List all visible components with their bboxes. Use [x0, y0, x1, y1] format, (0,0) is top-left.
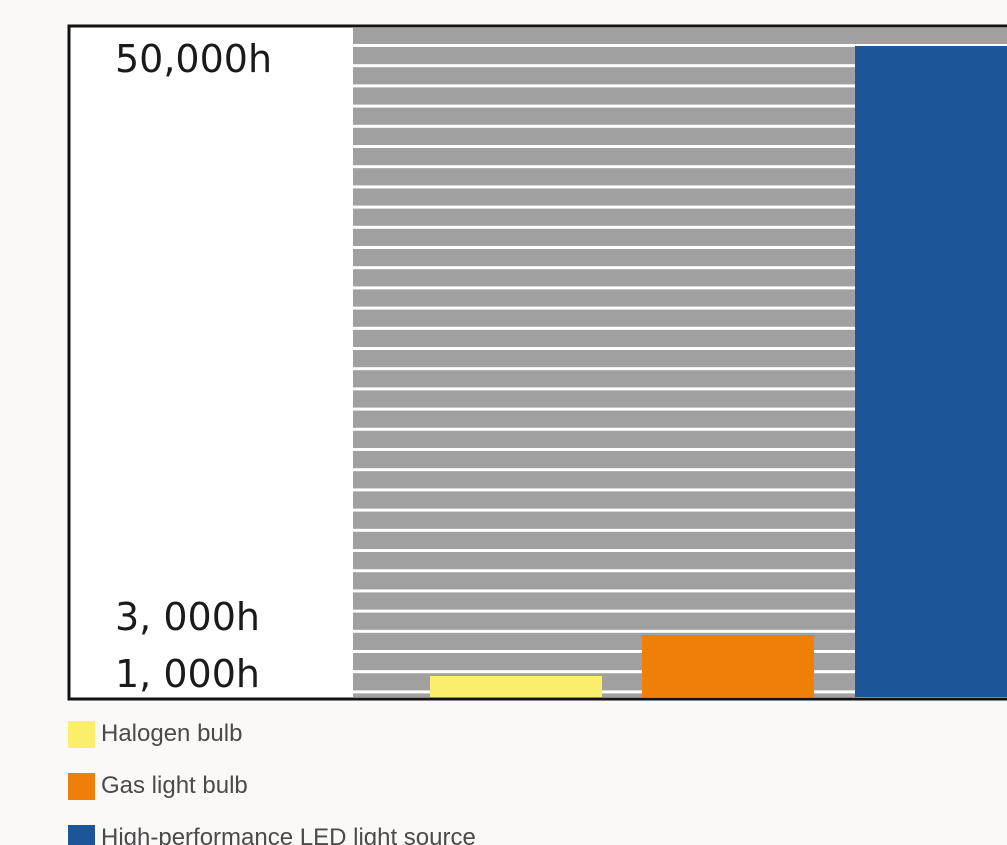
background-stripe [353, 508, 1007, 512]
background-stripe [353, 629, 1007, 633]
bar-2 [642, 635, 814, 697]
background-stripe [353, 427, 1007, 431]
bar-1 [430, 676, 602, 697]
background-stripe [353, 347, 1007, 350]
bars-group [430, 46, 1007, 697]
background-stripe [353, 468, 1007, 472]
background-stripe [353, 225, 1007, 229]
y-tick-label: 50,000h [115, 37, 272, 81]
legend-item: Gas light bulb [68, 760, 968, 812]
background-stripe [353, 246, 1007, 249]
background-stripe [353, 528, 1007, 532]
background-stripe [353, 124, 1007, 128]
background-stripe [353, 326, 1007, 330]
legend-item: Halogen bulb [68, 708, 968, 760]
y-tick-label: 1, 000h [115, 652, 260, 696]
background-stripe [353, 549, 1007, 552]
legend-label: Gas light bulb [101, 772, 248, 799]
background-stripe [353, 266, 1007, 270]
background-stripe [353, 44, 1007, 47]
background-stripe [353, 104, 1007, 108]
y-tick-labels: 50,000h 3, 000h 1, 000h [115, 37, 272, 696]
background-stripe [353, 367, 1007, 371]
background-stripe [353, 589, 1007, 593]
background-stripe [353, 488, 1007, 492]
legend-swatch [68, 720, 95, 748]
legend-item: High-performance LED light source [68, 812, 968, 845]
y-tick-label: 3, 000h [115, 595, 260, 639]
legend-label: Halogen bulb [101, 720, 243, 747]
background-stripe [353, 569, 1007, 573]
background-stripe [353, 609, 1007, 613]
background-stripe [353, 286, 1007, 290]
background-stripe [353, 205, 1007, 209]
legend: Halogen bulb Gas light bulb High-performan… [68, 708, 968, 845]
bar-3 [855, 46, 1007, 697]
background-stripe [353, 145, 1007, 148]
legend-swatch [68, 824, 95, 845]
background-stripe [353, 306, 1007, 310]
background-stripe [353, 448, 1007, 451]
legend-label: High-performance LED light source [101, 824, 476, 845]
legend-swatch [68, 772, 95, 800]
background-stripe [353, 64, 1007, 68]
background-stripe [353, 407, 1007, 411]
background-stripe [353, 165, 1007, 169]
background-stripe [353, 185, 1007, 189]
background-stripe [353, 387, 1007, 391]
background-stripe [353, 84, 1007, 88]
